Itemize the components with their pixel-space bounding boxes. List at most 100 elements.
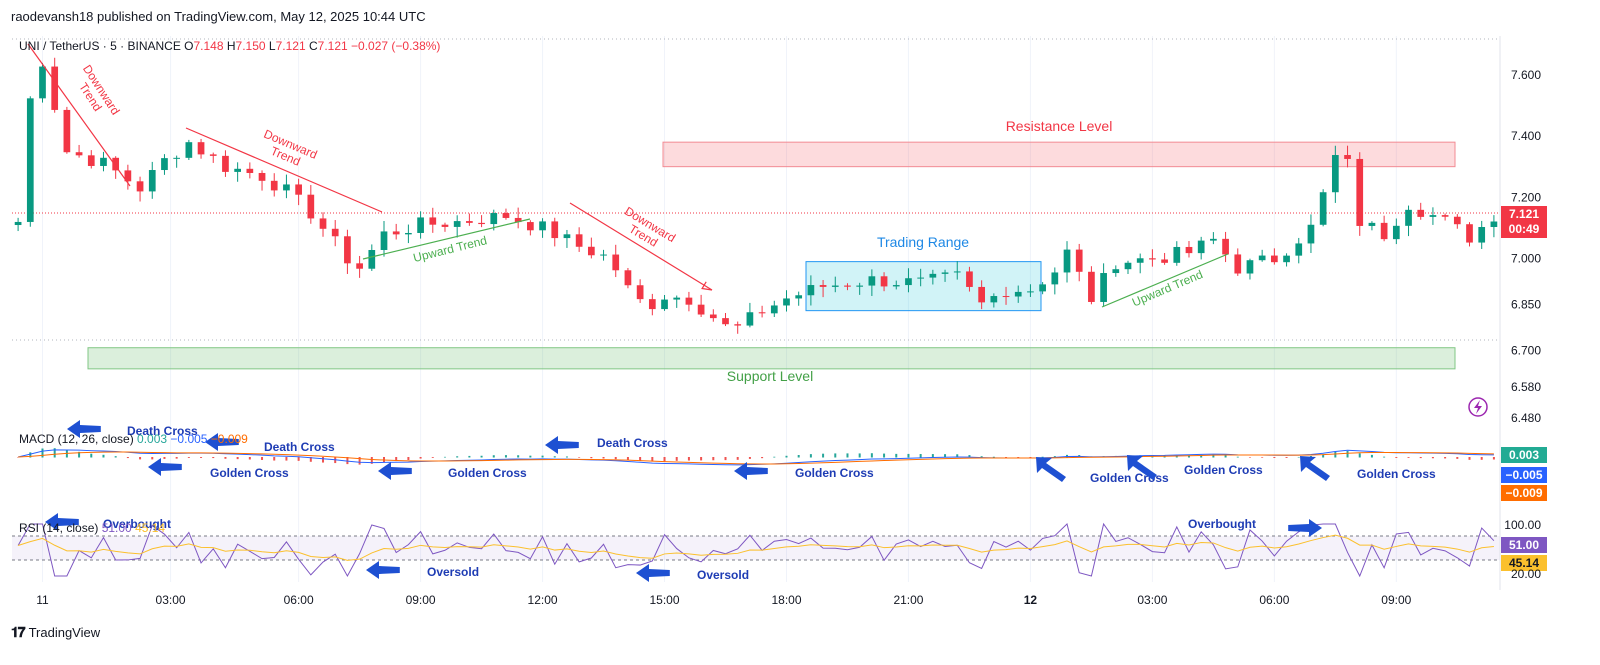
price-tick-label: 6.580 [1511, 380, 1541, 394]
candle-body [1295, 243, 1303, 256]
publisher-line: raodevansh18 published on TradingView.co… [11, 9, 426, 24]
candle-body [14, 221, 22, 226]
rsi-ma-badge: 45.14 [1501, 555, 1547, 571]
candle [1088, 266, 1095, 305]
last-price-badge-text: 7.121 [1509, 207, 1539, 221]
candle-body [319, 218, 327, 229]
candle-body [1356, 158, 1364, 226]
rsi-ma-line [17, 534, 1494, 561]
candle [380, 220, 388, 257]
candle [100, 151, 107, 172]
candle-body [1185, 246, 1193, 254]
candle [563, 229, 571, 248]
death-cross-arrow-3 [545, 436, 579, 454]
low-label: L [269, 39, 276, 53]
x-tick-label: 12:00 [528, 593, 558, 607]
downward-trend-label-3: DownwardTrend [615, 204, 678, 256]
candle-body [709, 314, 717, 319]
candle [892, 280, 900, 290]
price-tick-label: 7.600 [1511, 68, 1541, 82]
candle [1283, 253, 1290, 267]
macd-histogram-bar [1053, 456, 1056, 458]
macd-badge-bg [1501, 447, 1547, 463]
macd-histogram-bar [1431, 457, 1434, 459]
golden-cross-label-1: Golden Cross [210, 466, 289, 480]
macd-histogram-bar [492, 455, 495, 458]
macd-histogram-bar [78, 451, 81, 458]
macd-histogram-bar [785, 455, 788, 458]
candle-body [197, 142, 205, 155]
macd-badge-text: 0.003 [1509, 448, 1539, 462]
candle-body [75, 152, 83, 156]
candle [612, 244, 620, 278]
macd-histogram-bar [431, 457, 434, 458]
macd-histogram-bar [639, 457, 642, 461]
candle [112, 156, 120, 179]
x-tick-label: 06:00 [284, 593, 314, 607]
candle-body [612, 254, 620, 271]
macd-histogram-bar [224, 457, 227, 459]
candle [1014, 285, 1022, 303]
footer-brand[interactable]: 𝟏𝟕 TradingView [11, 624, 100, 641]
rsi-badge-text: 51.00 [1509, 538, 1539, 552]
candle-body [441, 224, 449, 227]
candle [514, 207, 522, 229]
macd-histogram-bar [29, 452, 32, 458]
candle [161, 154, 168, 175]
candle-body [661, 299, 668, 310]
candle [246, 162, 254, 179]
candle-body [539, 221, 546, 231]
candle [539, 218, 546, 238]
candle [941, 269, 949, 282]
candle-body [356, 263, 363, 269]
change-value: −0.027 (−0.38%) [351, 39, 440, 53]
candle [344, 229, 351, 274]
macd-histogram-bar [1322, 454, 1325, 458]
candle-body [429, 217, 437, 225]
macd-histogram-bar [1419, 457, 1422, 459]
candle [1124, 260, 1132, 274]
macd-value: 0.003 [137, 432, 170, 446]
candle-body [490, 213, 498, 225]
last-price-badge-text: 00:49 [1509, 222, 1540, 236]
rsi-tick-20: 20.00 [1511, 567, 1541, 581]
candle [661, 294, 668, 311]
candle-body [1478, 227, 1486, 243]
candle [453, 215, 461, 238]
macd-histogram-bar [175, 457, 178, 459]
macd-histogram-bar [468, 455, 471, 458]
candle [880, 272, 888, 292]
candle-body [795, 295, 803, 299]
resistance-label: Resistance Level [1006, 118, 1113, 134]
candle-body [185, 142, 193, 158]
candle [258, 170, 266, 191]
macd-histogram-bar [663, 457, 666, 462]
candle-body [856, 285, 864, 287]
candle [1222, 231, 1229, 263]
oversold-arrow-2 [636, 564, 670, 582]
candle-body [868, 276, 876, 286]
macd-histogram-bar [578, 457, 581, 458]
candle-body [783, 298, 790, 306]
candle-body [673, 297, 681, 300]
candle-body [1222, 238, 1229, 255]
resistance-zone [662, 141, 1456, 168]
macd-histogram-bar [687, 457, 690, 461]
candle [746, 302, 754, 328]
macd-histogram-bar [1285, 457, 1288, 458]
macd-histogram-bar [1041, 456, 1044, 458]
downward-trend-label-1: DownwardTrend [69, 62, 123, 124]
candle [478, 215, 485, 228]
candle [685, 291, 693, 312]
candle [758, 305, 766, 318]
candle-body [551, 221, 559, 239]
candle-body [1124, 262, 1132, 270]
candle [270, 173, 278, 197]
labels: 11 03:00 06:00 09:00 12:00 15:00 18:00 21:00 12 0… [19, 39, 1412, 607]
signal-badge: −0.005 [1501, 467, 1547, 483]
candle-body [697, 304, 705, 315]
rsi-tick-100: 100.00 [1504, 518, 1541, 532]
candle-body [1051, 272, 1059, 285]
candle [856, 282, 864, 295]
